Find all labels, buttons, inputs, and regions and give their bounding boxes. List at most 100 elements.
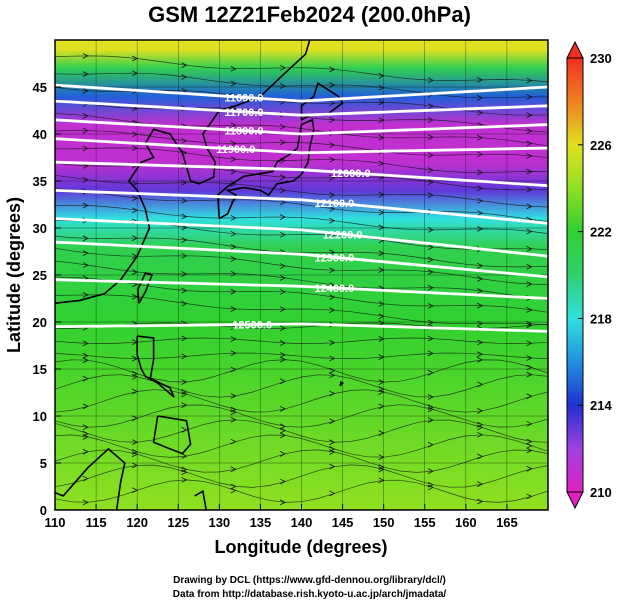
wind-arrow [526,263,533,270]
colorbar-max-triangle [566,40,584,59]
wind-arrow [427,404,434,410]
wind-arrow [329,355,336,362]
wind-arrow [279,187,286,194]
wind-arrow [230,366,237,373]
wind-arrow [329,418,336,425]
wind-arrow [181,477,188,483]
wind-arrow [329,339,336,346]
wind-arrow [230,122,237,129]
wind-arrow [526,493,533,500]
x-tick-label: 155 [414,515,436,530]
contour-line [55,83,548,103]
wind-arrow [427,319,434,326]
wind-arrow [526,281,533,287]
x-tick-label: 150 [373,515,395,530]
wind-arrow [181,453,188,459]
wind-arrow [329,66,336,73]
wind-arrow [526,228,533,235]
wind-arrow [82,375,89,382]
contour-label: 11900.0 [216,144,255,156]
wind-arrow [279,427,286,434]
wind-arrow [230,80,237,87]
wind-arrow [526,128,533,134]
wind-arrow [526,371,533,378]
wind-arrow [427,167,434,173]
wind-arrow [477,134,484,141]
wind-arrow [329,82,336,88]
wind-arrow [526,94,533,100]
x-tick-label: 115 [86,515,107,530]
colorbar-tick-label: 222 [590,225,612,240]
x-axis-ticks: 110 115 120 125 130 135 140 145 150 155 160 165 [45,504,518,530]
wind-arrow [477,185,484,192]
credit-data: Data from http://database.rish.kyoto-u.a… [172,589,447,600]
wind-arrow [181,252,188,259]
wind-arrow [279,478,286,485]
contour-line [55,160,548,188]
contour-label: 12200.0 [323,229,363,241]
wind-arrow [477,76,484,83]
wind-arrow [477,407,484,414]
wind-arrow [477,498,484,505]
wind-arrow [181,287,188,294]
wind-arrow [82,403,89,410]
wind-arrow [279,275,286,281]
coastline-segment [152,415,192,455]
y-axis-label: Latitude (degrees) [4,197,24,353]
wind-arrow [329,307,336,314]
wind-arrow [427,303,434,309]
wind-arrow [230,256,237,262]
x-tick-label: 145 [332,515,354,530]
wind-arrow [279,352,286,358]
wind-arrow [477,453,484,460]
wind-arrow [526,307,533,313]
wind-arrow [279,288,286,295]
contour-label: 12000.0 [331,168,371,180]
wind-arrow [82,145,89,152]
contour-line [55,118,548,136]
wind-arrow [477,339,484,346]
wind-arrow [82,250,89,256]
wind-arrow [329,372,336,379]
wind-arrow [427,103,434,110]
contour-label: 12100.0 [314,198,354,210]
height-contours: 11600.0 11700.0 11800.0 11900.0 12000.0 12100… [55,83,548,333]
wind-arrow [477,226,484,232]
wind-arrow [477,481,484,487]
contour-label: 12400.0 [314,283,354,295]
wind-arrow [181,402,188,408]
wind-arrow [279,263,286,269]
wind-arrow [82,71,89,77]
wind-arrow [181,62,188,69]
y-tick-label: 0 [40,503,47,518]
wind-arrow [329,192,336,198]
wind-arrow [427,77,434,84]
wind-arrow [526,168,533,175]
wind-arrow [329,463,336,470]
wind-arrow [82,292,89,298]
wind-arrow [181,213,188,220]
y-axis-ticks: 0 5 10 15 20 25 30 35 40 45 [33,80,61,518]
wind-arrow [181,427,188,433]
y-tick-label: 30 [33,221,47,236]
wind-arrow [279,378,286,385]
wind-arrow [427,117,434,123]
wind-arrow [230,140,237,147]
y-tick-label: 5 [40,456,47,471]
wind-arrow [279,214,286,220]
wind-arrow [526,112,533,118]
wind-arrow [477,351,484,358]
contour-line [55,217,548,258]
wind-arrow [427,192,434,198]
wind-arrow [82,202,89,209]
wind-arrow [329,142,336,148]
wind-arrow [82,127,89,134]
wind-arrow [230,168,237,175]
wind-arrow [230,288,237,295]
contour-line [55,137,548,155]
wind-arrow [279,450,286,457]
coastline-segment [136,335,175,398]
wind-arrow [82,357,89,364]
chart-title: GSM 12Z21Feb2024 (200.0hPa) [148,2,471,27]
contour-line [55,278,548,300]
